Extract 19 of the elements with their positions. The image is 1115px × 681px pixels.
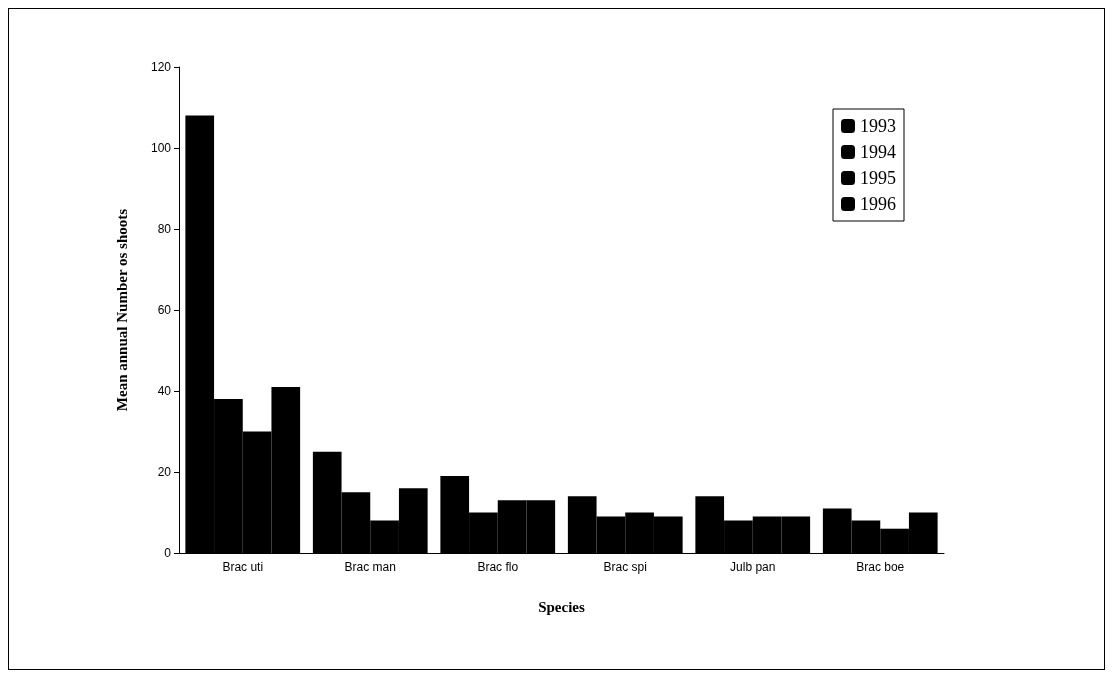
x-tick-label: Brac boe bbox=[856, 560, 905, 574]
x-tick-label: Brac man bbox=[344, 560, 396, 574]
y-tick-label: 80 bbox=[157, 222, 172, 236]
y-tick-label: 0 bbox=[164, 546, 172, 560]
x-axis-title: Species bbox=[538, 598, 585, 615]
legend-label: 1994 bbox=[860, 142, 896, 162]
legend-label: 1996 bbox=[860, 194, 896, 214]
x-tick-label: Brac flo bbox=[477, 560, 519, 574]
y-tick-label: 40 bbox=[157, 384, 172, 398]
x-tick-label: Brac spi bbox=[603, 560, 647, 574]
y-axis-title: Mean annual Number os shoots bbox=[113, 208, 130, 412]
y-tick-label: 60 bbox=[157, 303, 172, 317]
x-tick-label: Brac uti bbox=[222, 560, 264, 574]
legend-label: 1993 bbox=[860, 116, 896, 136]
legend-label: 1995 bbox=[860, 168, 896, 188]
y-tick-label: 120 bbox=[150, 60, 172, 74]
x-tick-label: Julb pan bbox=[730, 560, 776, 574]
y-tick-label: 20 bbox=[157, 465, 172, 479]
y-tick-label: 100 bbox=[150, 141, 172, 155]
